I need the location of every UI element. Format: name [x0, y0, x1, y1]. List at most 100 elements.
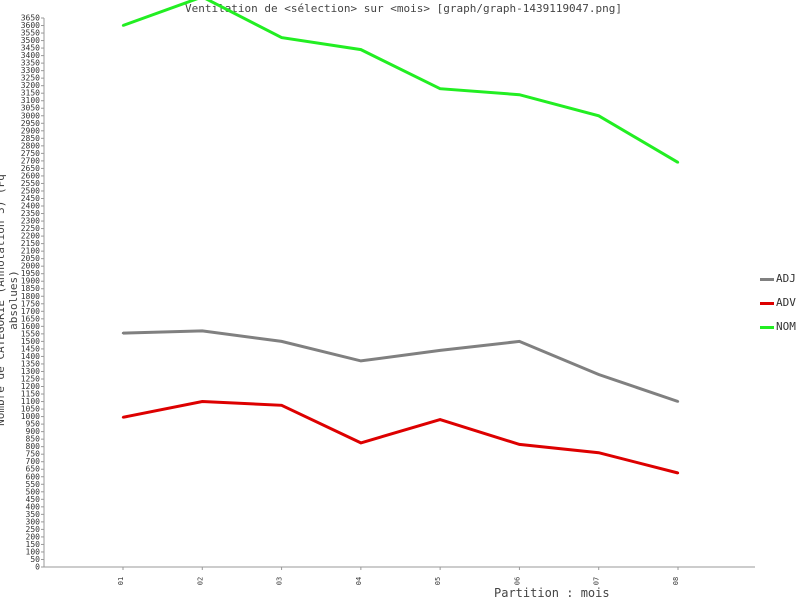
series-line-nom	[122, 0, 679, 164]
data-point-adj	[201, 329, 204, 333]
y-tick-label: 850	[26, 435, 41, 444]
y-tick-label: 2000	[21, 262, 40, 271]
y-tick-label: 3550	[21, 29, 40, 38]
y-tick-label: 3650	[21, 14, 40, 23]
y-tick-label: 2500	[21, 186, 40, 195]
x-tick-label: 07	[593, 577, 601, 585]
y-tick-label: 1650	[21, 314, 40, 323]
y-tick-label: 1750	[21, 299, 40, 308]
y-tick-label: 750	[26, 450, 41, 459]
y-tick-label: 3050	[21, 104, 40, 113]
data-point-adj	[359, 359, 363, 363]
data-point-nom	[280, 36, 283, 39]
y-tick-label: 550	[26, 480, 41, 489]
y-tick-label: 300	[26, 517, 41, 526]
y-tick-label: 2200	[21, 232, 40, 241]
y-tick-label: 2300	[21, 217, 40, 226]
data-point-adj	[676, 400, 680, 403]
data-point-adj	[438, 349, 442, 352]
data-point-adv	[201, 400, 204, 403]
y-tick-label: 1200	[21, 382, 40, 391]
data-point-nom	[597, 114, 600, 117]
y-tick-label: 450	[26, 495, 41, 504]
series-line-adj	[122, 329, 679, 403]
y-tick-label: 1100	[21, 397, 40, 406]
x-tick-label: 03	[276, 577, 284, 585]
y-tick-label: 2650	[21, 164, 40, 173]
y-tick-label: 1400	[21, 352, 40, 361]
y-tick-label: 3300	[21, 66, 40, 75]
y-tick-label: 800	[26, 442, 41, 451]
legend-swatch-adj	[760, 278, 774, 281]
y-tick-label: 400	[26, 502, 41, 511]
y-tick-label: 650	[26, 465, 41, 474]
y-tick-label: 1900	[21, 277, 40, 286]
y-tick-label: 1600	[21, 322, 40, 331]
data-point-nom	[121, 24, 125, 27]
y-tick-label: 3150	[21, 89, 40, 98]
y-tick-label: 1300	[21, 367, 40, 376]
y-tick-label: 2400	[21, 202, 40, 211]
y-tick-label: 1550	[21, 329, 40, 338]
y-tick-label: 0	[35, 563, 40, 572]
y-tick-label: 2050	[21, 254, 40, 263]
y-tick-label: 1850	[21, 284, 40, 293]
y-tick-label: 3100	[21, 96, 40, 105]
y-tick-label: 250	[26, 525, 41, 534]
y-tick-label: 2450	[21, 194, 40, 203]
y-tick-label: 1050	[21, 405, 40, 414]
y-tick-label: 1150	[21, 390, 40, 399]
data-point-adj	[280, 340, 283, 343]
data-point-adv	[597, 451, 600, 454]
y-tick-label: 900	[26, 427, 41, 436]
y-tick-label: 3500	[21, 36, 40, 45]
y-tick-label: 3400	[21, 51, 40, 60]
legend-label-nom: NOM	[776, 320, 796, 333]
y-tick-label: 3000	[21, 111, 40, 120]
y-tick-label: 3250	[21, 74, 40, 83]
y-tick-label: 700	[26, 457, 41, 466]
y-tick-label: 3350	[21, 59, 40, 68]
data-point-nom	[359, 48, 363, 51]
y-tick-label: 2900	[21, 126, 40, 135]
y-tick-label: 2350	[21, 209, 40, 218]
y-tick-label: 1250	[21, 374, 40, 383]
data-point-adv	[359, 441, 363, 445]
y-axis-label: Nombre de CATEGORIE (Annotation 3) (Fq a…	[0, 174, 20, 426]
data-point-adv	[121, 416, 125, 419]
y-tick-label: 2850	[21, 134, 40, 143]
y-tick-label: 1700	[21, 307, 40, 316]
y-tick-label: 2700	[21, 156, 40, 165]
data-point-adj	[518, 340, 521, 343]
y-tick-label: 200	[26, 532, 41, 541]
x-tick-label: 01	[117, 577, 125, 585]
y-tick-label: 2800	[21, 141, 40, 150]
y-tick-label: 150	[26, 540, 41, 549]
series-line-adv	[122, 399, 679, 475]
y-tick-label: 3450	[21, 44, 40, 53]
data-point-nom	[518, 93, 521, 96]
x-tick-label: 08	[672, 577, 680, 585]
y-tick-label: 1500	[21, 337, 40, 346]
legend-swatch-nom	[760, 326, 774, 329]
y-tick-label: 2750	[21, 149, 40, 158]
data-point-nom	[438, 87, 442, 90]
data-point-adv	[676, 471, 680, 475]
legend-label-adj: ADJ	[776, 272, 796, 285]
y-tick-label: 2150	[21, 239, 40, 248]
y-tick-label: 1000	[21, 412, 40, 421]
y-tick-label: 100	[26, 547, 41, 556]
data-point-adj	[597, 373, 600, 376]
y-tick-label: 2250	[21, 224, 40, 233]
data-point-adv	[518, 443, 521, 446]
x-tick-label: 06	[513, 577, 521, 585]
y-tick-label: 2550	[21, 179, 40, 188]
data-point-adv	[438, 418, 442, 421]
y-tick-label: 1450	[21, 344, 40, 353]
y-tick-label: 1950	[21, 269, 40, 278]
legend-swatch-adv	[760, 302, 774, 305]
data-point-adj	[121, 331, 125, 335]
x-tick-label: 02	[196, 577, 204, 585]
y-tick-label: 3200	[21, 81, 40, 90]
